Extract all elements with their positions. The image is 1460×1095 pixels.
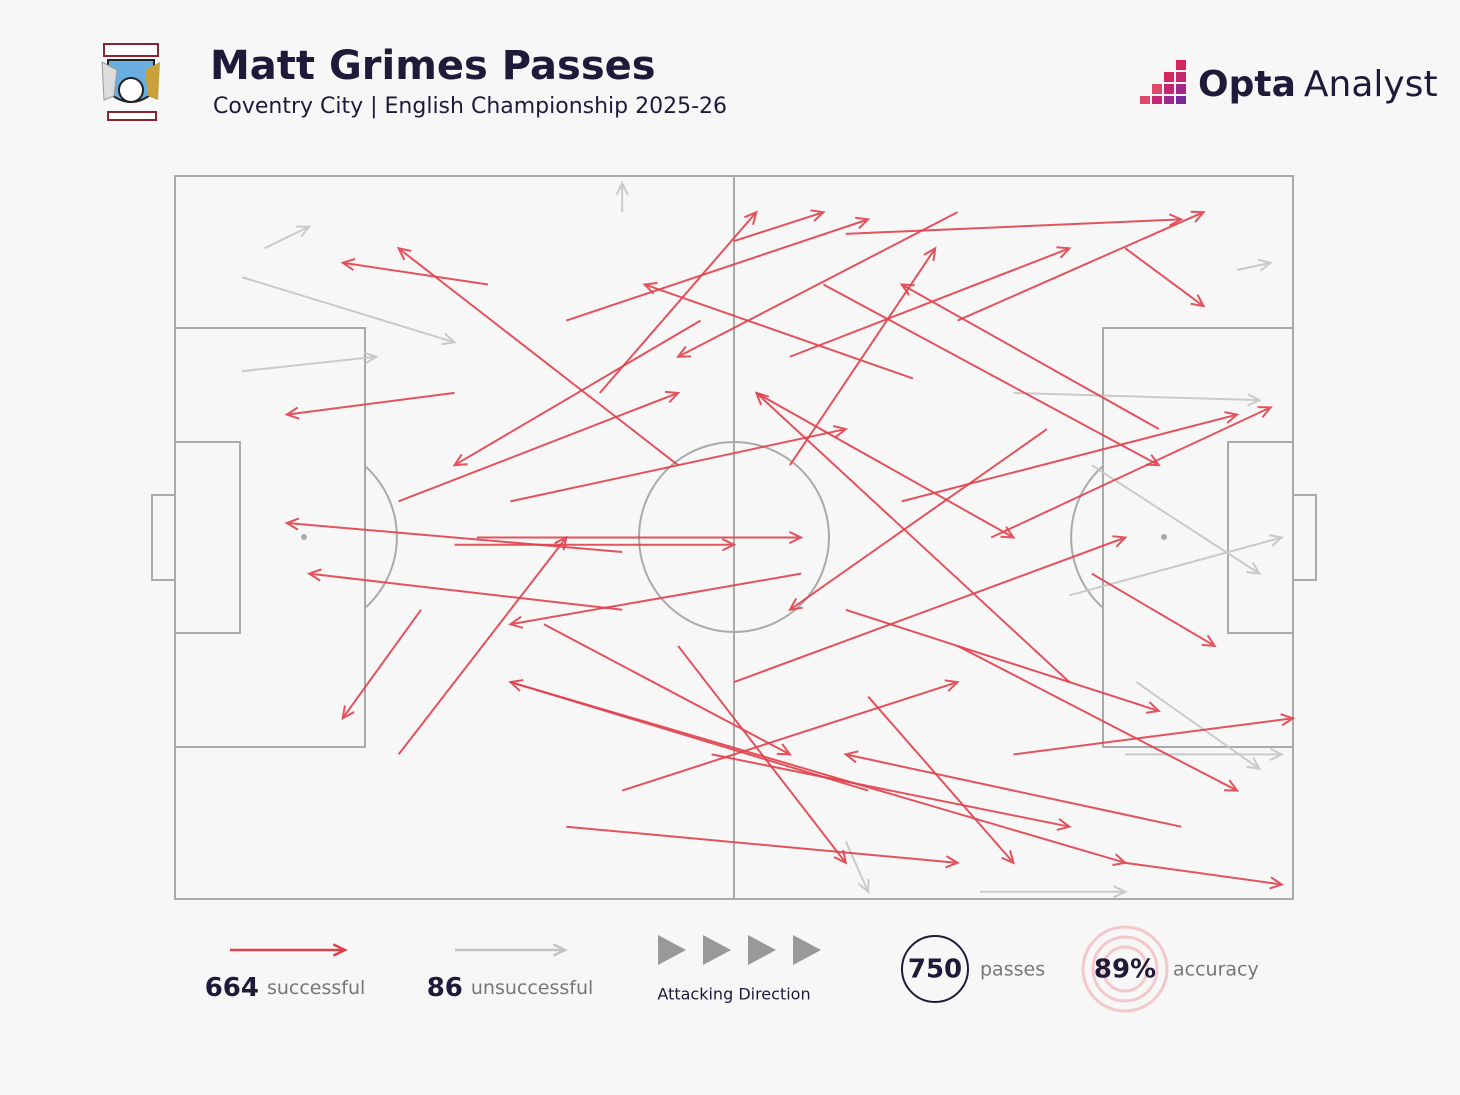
accuracy-ring xyxy=(1091,935,1159,1003)
pass-arrow xyxy=(979,885,1128,899)
pass-arrow xyxy=(957,210,1206,322)
pass-arrow xyxy=(1124,247,1206,308)
pass-arrow xyxy=(566,825,960,869)
pass-arrow xyxy=(957,645,1240,792)
legend: Attacking Direction 750 passes 89% accur… xyxy=(205,925,1259,1013)
pass-arrow xyxy=(476,530,804,545)
direction-label: Attacking Direction xyxy=(657,985,810,1004)
pass-arrow xyxy=(397,535,568,756)
accuracy-label: accuracy xyxy=(1173,959,1259,981)
legend-arrow xyxy=(230,943,348,957)
brand-word: Analyst xyxy=(1304,64,1438,105)
pass-arrow xyxy=(306,568,623,611)
total-value: 750 xyxy=(908,955,962,985)
pass-arrow xyxy=(1125,861,1285,890)
legend-name: successful xyxy=(267,977,365,999)
pass-arrow xyxy=(241,351,379,373)
pass-arrow xyxy=(899,283,1160,430)
pass-arrow xyxy=(565,216,871,322)
pass-arrow xyxy=(508,572,802,629)
pass-arrow xyxy=(990,406,1273,539)
pass-arrow xyxy=(284,391,455,420)
total-label: passes xyxy=(980,959,1045,981)
pass-arrow xyxy=(845,213,1184,235)
chart-subtitle: Coventry City | English Championship 202… xyxy=(213,94,727,119)
club-crest xyxy=(101,43,160,121)
legend-arrow xyxy=(455,943,568,957)
pass-arrow xyxy=(340,257,489,286)
pass-arrow xyxy=(822,283,1161,467)
legend-count: 86 xyxy=(427,973,463,1003)
pass-arrow xyxy=(454,538,737,552)
pass-arrow xyxy=(398,390,681,503)
pass-arrow xyxy=(341,609,422,721)
pass-arrow xyxy=(508,679,869,792)
direction-arrows xyxy=(658,935,821,965)
total-ring xyxy=(901,935,969,1003)
pass-arrow xyxy=(1091,572,1217,648)
accuracy-value: 89% xyxy=(1094,955,1156,985)
pass-arrow xyxy=(844,840,870,894)
pass-arrow xyxy=(642,281,914,380)
passes xyxy=(241,180,1296,899)
pass-arrow xyxy=(284,517,623,553)
pass-arrow xyxy=(510,425,849,503)
pass-arrow xyxy=(1013,391,1262,407)
pass-arrow xyxy=(788,428,1048,612)
pass-arrow xyxy=(867,695,1016,865)
legend-entry: 86 unsuccessful xyxy=(427,973,594,1003)
pass-arrow xyxy=(845,608,1162,714)
pass-arrow xyxy=(1236,258,1273,272)
pass-arrow xyxy=(615,180,629,213)
legend-entry: 664 successful xyxy=(205,973,366,1003)
accuracy-ring xyxy=(1101,945,1149,993)
pass-arrow xyxy=(901,411,1240,503)
pass-arrow xyxy=(452,319,701,467)
pass-arrow xyxy=(676,211,959,358)
pass-arrow xyxy=(733,535,1128,684)
pass-arrow xyxy=(1069,534,1285,597)
pass-arrow xyxy=(843,750,1182,828)
pass-arrow xyxy=(543,623,792,756)
brand-name: Opta Analyst xyxy=(1198,64,1438,105)
pass-arrow xyxy=(599,210,758,394)
brand-logo: Opta Analyst xyxy=(1140,60,1438,105)
chart-title: Matt Grimes Passes xyxy=(210,43,656,89)
pass-arrow xyxy=(1091,464,1262,575)
pass-arrow xyxy=(264,225,312,250)
legend-name: unsuccessful xyxy=(471,977,593,999)
brand-word: Opta xyxy=(1198,64,1296,105)
pass-arrow xyxy=(1013,713,1296,756)
pass-arrow xyxy=(677,645,848,865)
pass-arrow xyxy=(396,246,679,466)
legend-count: 664 xyxy=(205,973,259,1003)
pass-arrow xyxy=(241,276,457,346)
pass-arrow xyxy=(621,679,960,792)
pass-arrow xyxy=(789,246,1072,358)
accuracy-ring xyxy=(1081,925,1169,1013)
pass-arrow xyxy=(733,209,826,243)
pass-arrow xyxy=(1125,747,1285,761)
